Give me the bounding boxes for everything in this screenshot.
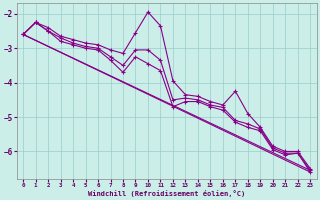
X-axis label: Windchill (Refroidissement éolien,°C): Windchill (Refroidissement éolien,°C)	[88, 190, 245, 197]
